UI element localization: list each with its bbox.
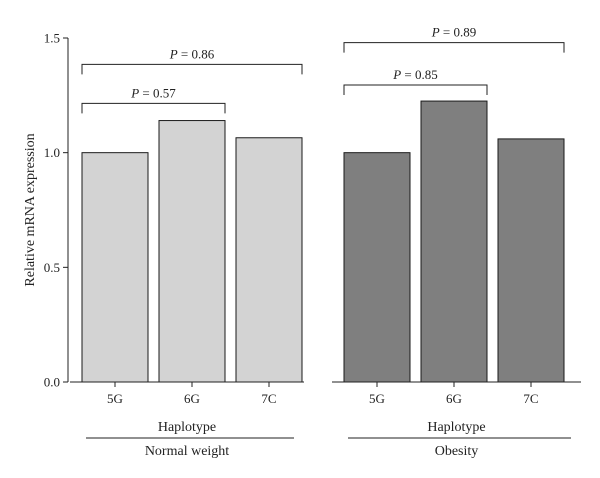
x-tick-label: 6G	[184, 391, 200, 406]
significance-bracket	[343, 42, 565, 53]
significance-bracket	[343, 84, 488, 96]
x-tick-label: 5G	[369, 391, 385, 406]
bar-obesity-5g	[343, 152, 411, 383]
y-tick-label: 0.5	[44, 260, 60, 275]
x-tick-label: 7C	[261, 391, 276, 406]
p-symbol: P	[392, 67, 401, 82]
p-value-label: P = 0.89	[431, 25, 477, 40]
y-tick-label: 0.0	[44, 375, 60, 390]
significance-bracket	[81, 63, 303, 75]
p-value-label: P = 0.85	[392, 67, 438, 82]
bars	[81, 100, 565, 383]
p-value: = 0.85	[401, 67, 438, 82]
bar-normal-weight-5g	[81, 152, 149, 383]
group-label: Obesity	[435, 444, 479, 459]
p-value-label: P = 0.86	[169, 46, 215, 61]
bar-obesity-6g	[420, 100, 488, 383]
p-value: = 0.89	[440, 25, 477, 40]
y-tick-label: 1.5	[44, 31, 60, 46]
significance-bracket	[81, 102, 226, 114]
y-axis: 0.0 0.5 1.0 1.5	[44, 31, 69, 390]
bar-normal-weight-7c	[235, 137, 303, 383]
p-value-label: P = 0.57	[130, 85, 176, 100]
x-axis-label: Haplotype	[158, 420, 216, 435]
p-symbol: P	[130, 85, 139, 100]
p-value: = 0.86	[178, 46, 215, 61]
p-symbol: P	[431, 25, 440, 40]
y-tick-label: 1.0	[44, 145, 60, 160]
bar-obesity-7c	[497, 138, 565, 383]
x-tick-label: 6G	[446, 391, 462, 406]
y-axis-label: Relative mRNA expression	[23, 133, 38, 286]
significance-brackets: P = 0.86P = 0.57P = 0.89P = 0.85	[81, 25, 565, 114]
group-label: Normal weight	[145, 444, 229, 459]
bar-normal-weight-6g	[158, 120, 226, 383]
x-axis-label: Haplotype	[427, 420, 485, 435]
p-value: = 0.57	[139, 85, 176, 100]
p-symbol: P	[169, 46, 178, 61]
x-tick-label: 7C	[523, 391, 538, 406]
x-axes: 5G 6G 7C Haplotype Normal weight 5G 6G 7C Haplot…	[70, 381, 581, 459]
x-tick-label: 5G	[107, 391, 123, 406]
